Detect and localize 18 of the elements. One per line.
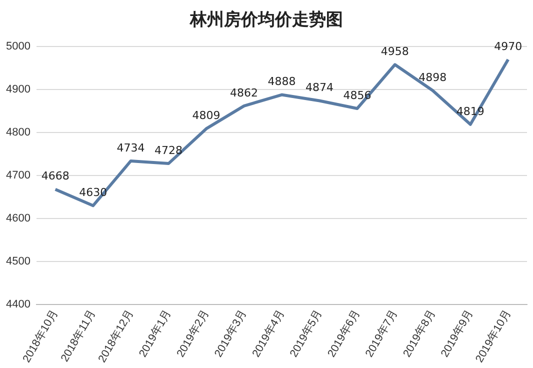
data-label: 4728 [154, 144, 183, 157]
y-tick-label: 4700 [6, 170, 30, 182]
chart-title: 林州房价均价走势图 [188, 9, 344, 31]
y-tick-label: 4500 [6, 256, 30, 268]
data-label: 4958 [380, 45, 409, 58]
data-label: 4970 [494, 40, 522, 53]
data-label: 4734 [116, 141, 145, 154]
y-tick-label: 4900 [6, 84, 30, 96]
y-tick-label: 4400 [6, 298, 30, 311]
data-label: 4888 [268, 75, 296, 88]
data-label: 4898 [418, 70, 447, 84]
data-label: 4809 [192, 109, 220, 122]
data-label: 4862 [230, 86, 258, 100]
data-label: 4874 [305, 81, 334, 94]
y-tick-label: 4600 [6, 212, 30, 225]
y-tick-label: 5000 [6, 40, 30, 53]
y-tick-label: 4800 [6, 126, 30, 139]
data-label: 4668 [41, 170, 70, 183]
